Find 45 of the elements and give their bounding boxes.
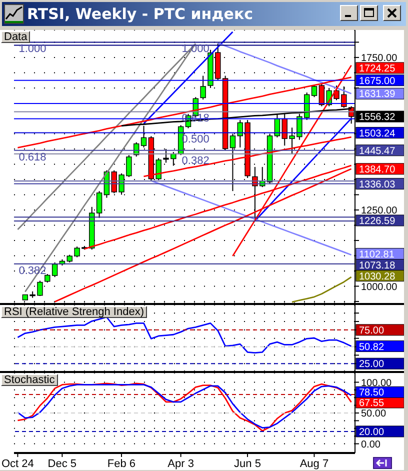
- data-label: 67.55: [359, 398, 384, 410]
- candlestick: [52, 262, 58, 278]
- y-tick-label: 25.00: [359, 359, 384, 370]
- y-tick-label: 1250.00: [361, 206, 398, 217]
- annotation: 0.618: [182, 112, 210, 125]
- data-label: 1631.39: [359, 89, 396, 100]
- text: 1556.32: [359, 112, 396, 124]
- x-tick-label: Aug 7: [300, 458, 329, 470]
- annotation: 0.382: [182, 154, 210, 167]
- annotation: 1.000: [18, 43, 46, 56]
- candlestick: [311, 84, 318, 98]
- ref-line-label: 1445.47: [359, 146, 396, 157]
- y-tick-label: 1750.00: [361, 53, 398, 64]
- x-tick-label: Oct 24: [2, 458, 34, 470]
- line-series: [217, 42, 352, 94]
- y-tick-label: 0.00: [361, 439, 381, 450]
- candlestick: [200, 75, 206, 100]
- data-label: 78.50: [359, 388, 384, 399]
- x-tick-label: Apr 3: [168, 458, 194, 470]
- ref-line-label: 1073.18: [359, 260, 396, 272]
- data-label: 1724.25: [359, 64, 396, 75]
- line-series: [17, 316, 352, 354]
- chart-title: RSI (Relative Strengh Index): [1, 306, 148, 318]
- annotation: 0.618: [18, 151, 46, 164]
- ref-line-label: 1503.24: [359, 128, 396, 140]
- y-tick-label: 1000.00: [361, 282, 398, 293]
- data-label: 1030.28: [359, 271, 396, 282]
- data-label: 1102.81: [359, 249, 395, 260]
- chart-title: RTSI, Weekly - РТС индекс: [27, 4, 254, 24]
- ref-line-label: 1336.03: [359, 179, 396, 190]
- y-tick-label: 100.00: [361, 378, 392, 389]
- ref-line-label: 1675.00: [359, 76, 396, 87]
- chart-subtitle: Data: [1, 31, 30, 43]
- y-tick-label: 75.00: [359, 326, 384, 337]
- chart-title: Stochastic: [1, 374, 58, 386]
- x-tick-label: Feb 6: [107, 458, 136, 470]
- y-tick-label: 50.00: [361, 408, 386, 420]
- ref-line-label: 20.00: [359, 427, 384, 438]
- line-series: [291, 276, 352, 303]
- data-label: 1384.70: [359, 164, 396, 176]
- data-label: 50.82: [359, 342, 384, 353]
- line-series: [150, 180, 352, 256]
- x-tick-label: Jun 5: [234, 458, 261, 470]
- ref-line-label: 1226.59: [359, 216, 396, 228]
- x-tick-label: Dec 5: [48, 458, 77, 470]
